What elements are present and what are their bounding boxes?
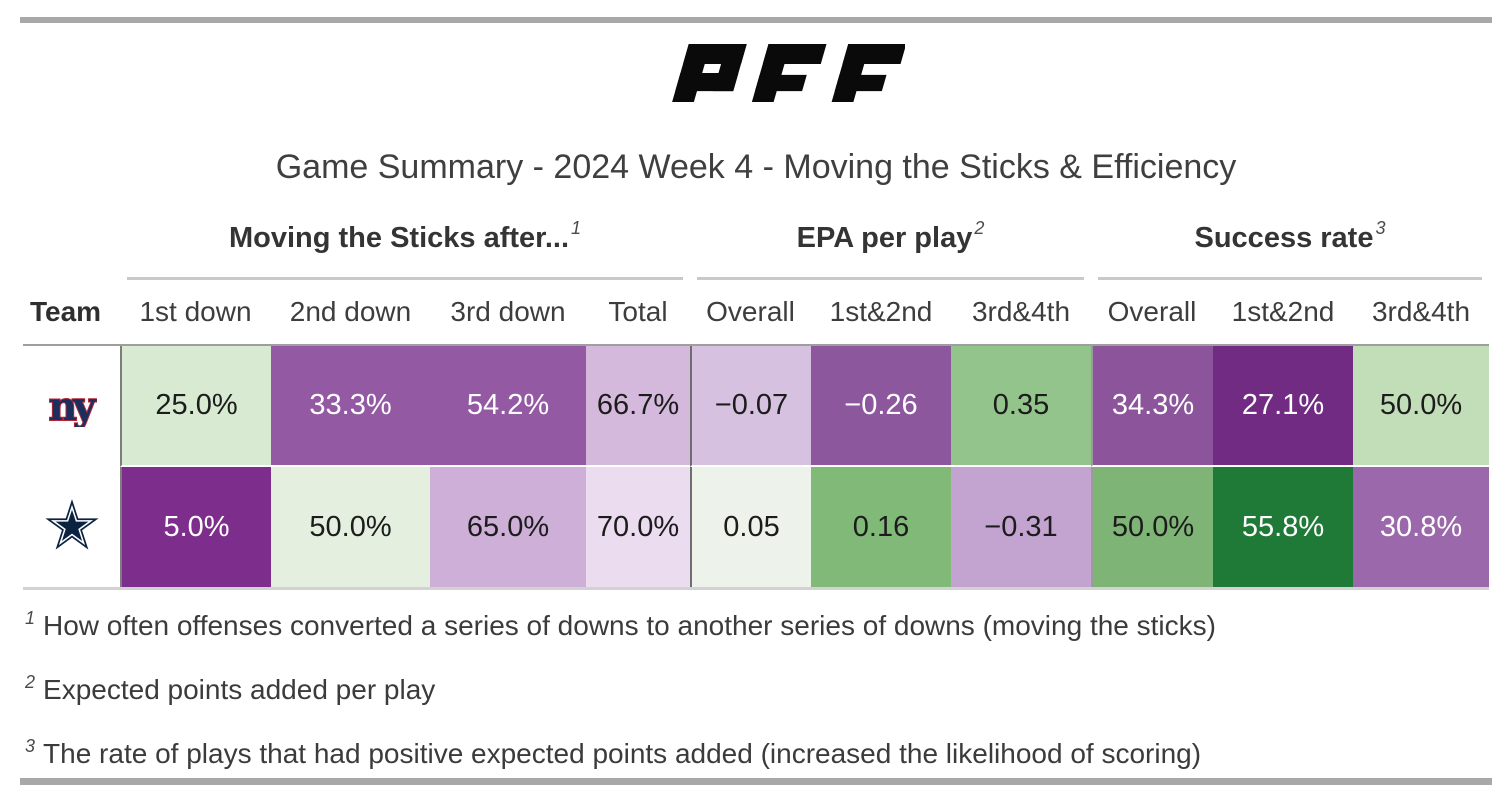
footnotes: 1 How often offenses converted a series o… [25,608,1487,800]
pff-logo [661,44,907,102]
column-header-sr-3rd4th: 3rd&4th [1371,296,1471,327]
group-label: EPA per play [796,222,973,254]
footnote-1-number: 1 [25,608,36,628]
cell-giants-2nd-down: 33.3% [271,346,430,467]
group-header-moving-the-sticks: Moving the Sticks after... 1 [127,218,683,280]
cell-cowboys-1st-down: 5.0% [120,467,271,587]
column-header-epa-1st2nd: 1st&2nd [829,296,933,327]
column-header-1st-down: 1st down [139,296,252,327]
cell-cowboys-epa-3rd4th: −0.31 [951,467,1091,587]
cell-giants-sr-1st2nd: 27.1% [1213,346,1353,467]
column-header-total: Total [608,296,668,327]
cell-cowboys-2nd-down: 50.0% [271,467,430,587]
footnote-3-number: 3 [25,736,36,756]
footnote-2-number: 2 [25,672,36,692]
table-row-cowboys: 5.0% 50.0% 65.0% 70.0% 0.05 0.16 −0.31 5… [23,467,1489,587]
team-logo-cell: ny [23,346,120,467]
column-header-3rd-down: 3rd down [450,296,566,327]
cell-giants-1st-down: 25.0% [120,346,271,467]
group-label: Moving the Sticks after... [228,222,569,254]
footnote-3: 3 The rate of plays that had positive exp… [25,736,1487,775]
footnote-2: 2 Expected points added per play [25,672,1487,711]
cell-giants-total: 66.7% [586,346,690,467]
table-body: ny 25.0% 33.3% 54.2% 66.7% −0.07 −0.26 0… [23,344,1489,590]
footnote-1-text: How often offenses converted a series of… [43,610,1216,641]
footnote-ref-1: 1 [571,218,582,238]
cell-giants-epa-1st2nd: −0.26 [811,346,951,467]
ny-giants-logo: ny [47,385,96,427]
cell-cowboys-sr-overall: 50.0% [1091,467,1213,587]
column-header-sr-1st2nd: 1st&2nd [1231,296,1335,327]
column-header-team: Team [30,296,102,327]
cell-giants-sr-3rd4th: 50.0% [1353,346,1489,467]
column-group-header-row: Moving the Sticks after... 1 EPA per play… [23,218,1489,280]
footnote-2-text: Expected points added per play [43,674,436,705]
group-label: Success rate [1194,222,1374,254]
column-header-epa-3rd4th: 3rd&4th [971,296,1071,327]
table-row-giants: ny 25.0% 33.3% 54.2% 66.7% −0.07 −0.26 0… [23,346,1489,467]
cell-giants-3rd-down: 54.2% [430,346,586,467]
column-header-epa-overall: Overall [706,296,795,327]
footnote-ref-3: 3 [1375,218,1386,238]
cell-giants-sr-overall: 34.3% [1091,346,1213,467]
group-header-success-rate: Success rate 3 [1098,218,1482,280]
summary-table: Moving the Sticks after... 1 EPA per play… [23,218,1489,590]
cell-giants-epa-overall: −0.07 [690,346,811,467]
cowboys-star-logo [44,499,99,550]
column-header-2nd-down: 2nd down [289,296,412,327]
column-header-row: Team 1st down 2nd down 3rd down Total Ov… [23,280,1489,344]
cell-cowboys-sr-1st2nd: 55.8% [1213,467,1353,587]
column-header-sr-overall: Overall [1107,296,1197,327]
cell-cowboys-sr-3rd4th: 30.8% [1353,467,1489,587]
bottom-divider-rule [20,778,1492,785]
cell-cowboys-3rd-down: 65.0% [430,467,586,587]
top-divider-rule [20,17,1492,23]
cell-cowboys-total: 70.0% [586,467,690,587]
cell-cowboys-epa-overall: 0.05 [690,467,811,587]
page-title: Game Summary - 2024 Week 4 - Moving the … [275,148,1237,186]
group-header-epa-per-play: EPA per play 2 [697,218,1084,280]
svg-text:ny: ny [48,385,96,427]
cell-giants-epa-3rd4th: 0.35 [951,346,1091,467]
footnote-3-text: The rate of plays that had positive expe… [43,738,1202,769]
team-logo-cell [23,467,120,587]
footnote-1: 1 How often offenses converted a series o… [25,608,1487,647]
footnote-ref-2: 2 [974,218,985,238]
cell-cowboys-epa-1st2nd: 0.16 [811,467,951,587]
